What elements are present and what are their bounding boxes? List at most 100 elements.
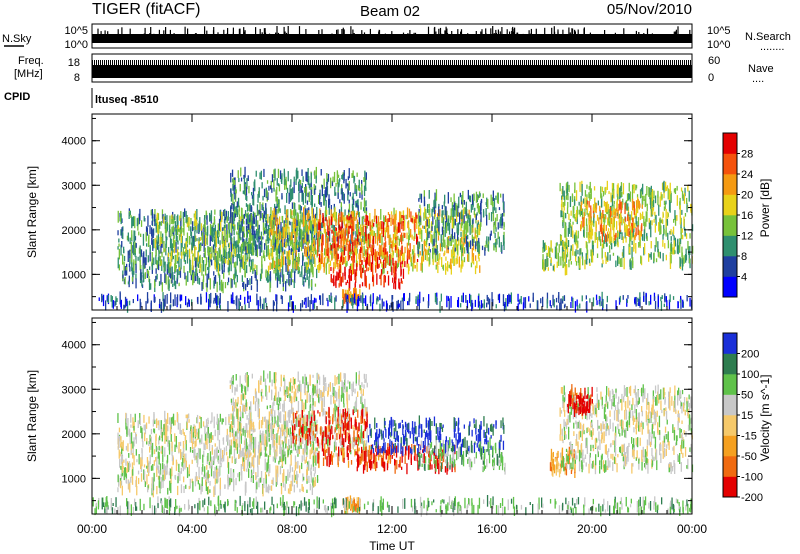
echo-mark [376, 298, 378, 305]
echo-mark [275, 273, 277, 279]
echo-mark [625, 224, 628, 236]
echo-mark [612, 252, 615, 256]
echo-mark [166, 264, 168, 275]
echo-mark [359, 187, 361, 192]
echo-mark [178, 282, 180, 287]
nave-spike [190, 60, 191, 66]
echo-mark [406, 250, 409, 259]
echo-mark [194, 210, 197, 223]
echo-mark [142, 265, 144, 274]
echo-mark [133, 216, 135, 227]
nsky-spike [460, 29, 463, 36]
echo-mark [242, 255, 244, 265]
echo-mark [227, 223, 230, 230]
echo-mark [226, 230, 229, 242]
echo-mark [345, 178, 347, 189]
echo-mark [342, 174, 344, 180]
echo-mark [300, 215, 302, 223]
echo-mark [567, 227, 569, 237]
echo-mark [347, 219, 349, 231]
echo-mark [629, 214, 631, 224]
echo-mark [340, 205, 343, 215]
echo-mark [168, 257, 170, 263]
echo-mark [356, 299, 359, 312]
echo-mark [291, 251, 293, 260]
echo-mark [327, 244, 329, 254]
echo-mark [662, 182, 664, 191]
nave-spike [158, 60, 159, 66]
echo-mark [376, 250, 378, 263]
echo-mark [333, 240, 335, 250]
echo-mark [304, 193, 307, 204]
echo-mark [614, 240, 616, 247]
echo-mark [670, 241, 672, 252]
echo-mark [301, 219, 303, 225]
echo-mark [408, 299, 410, 306]
echo-mark [420, 228, 422, 235]
echo-mark [292, 187, 294, 200]
echo-mark [306, 264, 308, 270]
echo-mark [618, 203, 620, 211]
echo-mark [186, 302, 189, 308]
echo-mark [251, 249, 253, 256]
echo-mark [387, 255, 389, 265]
nave-spike [400, 60, 401, 66]
echo-mark [202, 274, 205, 282]
echo-mark [237, 253, 239, 259]
echo-mark [402, 223, 404, 232]
echo-mark [462, 260, 464, 267]
nsky-spike [97, 28, 99, 36]
echo-mark [378, 263, 380, 268]
echo-mark [373, 230, 375, 237]
echo-mark [237, 225, 240, 233]
echo-mark [132, 446, 134, 456]
echo-mark [599, 205, 601, 212]
echo-mark [562, 247, 565, 251]
echo-mark [143, 260, 145, 270]
nave-spike [170, 60, 171, 66]
echo-mark [172, 218, 174, 225]
echo-mark [175, 254, 177, 264]
echo-mark [178, 234, 181, 241]
echo-mark [304, 208, 306, 220]
echo-mark [571, 224, 573, 236]
echo-mark [542, 262, 544, 268]
echo-mark [306, 232, 308, 242]
nave-spike [230, 60, 231, 66]
echo-mark [209, 212, 211, 222]
echo-mark [323, 265, 325, 273]
echo-mark [361, 190, 363, 200]
echo-mark [556, 261, 558, 268]
echo-mark [502, 294, 505, 306]
echo-mark [282, 226, 284, 238]
y-tick-label: 3000 [62, 180, 86, 192]
echo-mark [311, 224, 313, 236]
echo-mark [456, 255, 458, 262]
echo-mark [678, 246, 680, 250]
echo-mark [664, 243, 666, 249]
echo-mark [179, 471, 181, 481]
echo-mark [334, 254, 337, 261]
echo-mark [688, 251, 690, 264]
echo-mark [236, 274, 238, 283]
nave-spike [394, 60, 395, 66]
nave-spike [514, 60, 515, 66]
echo-mark [584, 190, 587, 197]
echo-mark [184, 208, 186, 217]
nsky-spike [495, 29, 497, 36]
echo-mark [208, 261, 210, 274]
echo-mark [577, 250, 579, 255]
nsky-spike [153, 33, 155, 36]
echo-mark [294, 219, 296, 229]
nsky-spike [492, 26, 494, 36]
nsky-spike [232, 27, 234, 36]
echo-mark [372, 264, 374, 276]
echo-mark [320, 258, 322, 269]
nave-spike [674, 60, 675, 66]
echo-mark [319, 262, 321, 271]
echo-mark [347, 230, 349, 239]
echo-mark [540, 298, 542, 304]
echo-mark [290, 209, 292, 219]
echo-mark [601, 301, 603, 306]
echo-mark [635, 243, 637, 254]
